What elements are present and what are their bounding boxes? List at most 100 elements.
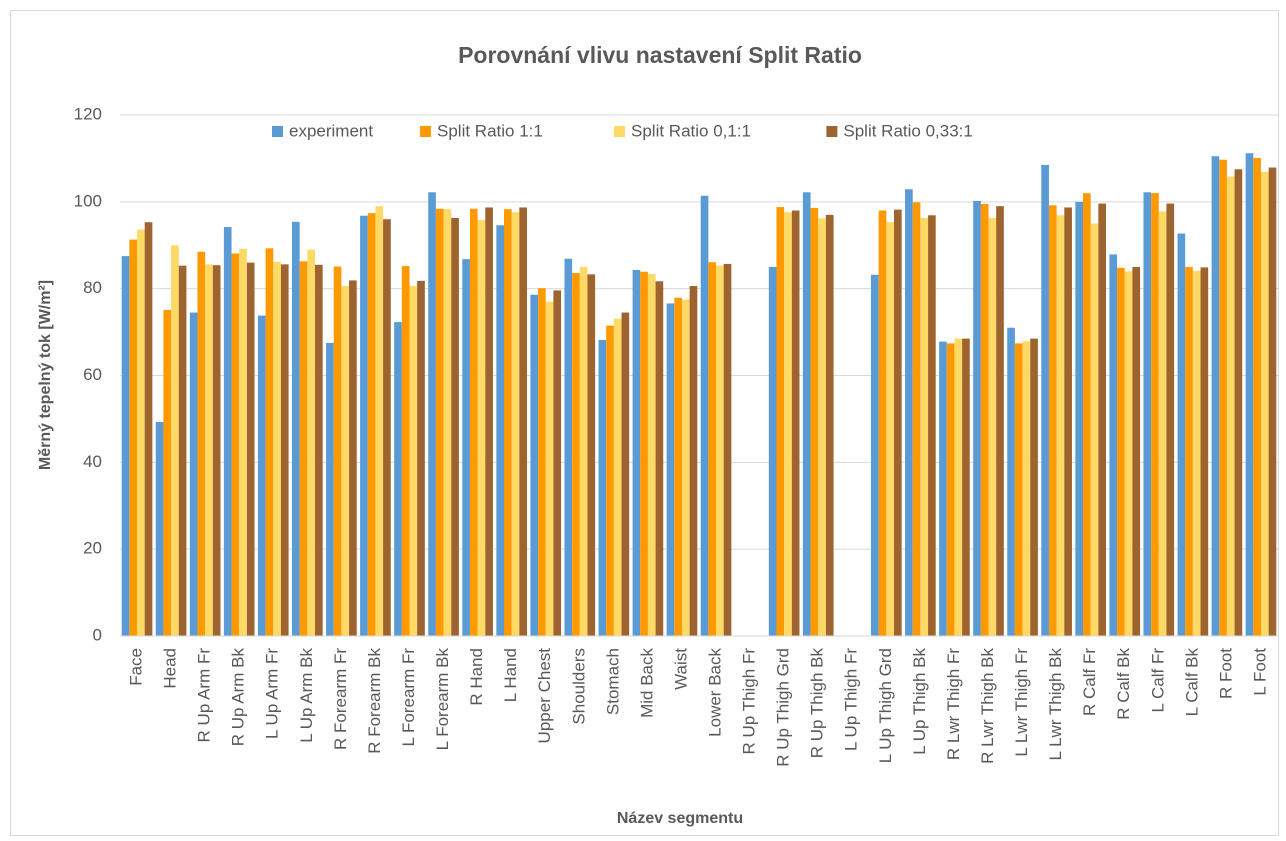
bar: [996, 206, 1004, 637]
bar: [538, 288, 546, 636]
bar: [291, 221, 300, 636]
bar: [144, 222, 153, 636]
bar: [939, 341, 947, 636]
bar: [1200, 267, 1209, 636]
bar: [723, 263, 732, 636]
x-tick-label: Upper Chest: [535, 648, 554, 744]
bar: [137, 229, 145, 636]
bar: [1192, 270, 1201, 636]
bar: [1030, 338, 1038, 636]
bar: [632, 269, 641, 636]
x-tick-label: R Lwr Thigh Bk: [978, 648, 997, 764]
x-tick-label: R Forearm Bk: [365, 648, 384, 754]
bar: [655, 281, 664, 636]
bar: [375, 206, 384, 637]
bar: [878, 210, 887, 636]
bar: [564, 258, 573, 636]
bar: [383, 219, 391, 636]
y-tick-label: 60: [83, 365, 102, 384]
bar: [435, 208, 444, 636]
bar: [647, 273, 656, 636]
bar: [197, 251, 206, 636]
x-tick-label: R Forearm Fr: [331, 648, 350, 750]
bar: [326, 342, 334, 636]
x-tick-label: Lower Back: [706, 648, 725, 737]
bar: [1185, 266, 1193, 636]
bar: [920, 217, 929, 636]
legend-label: experiment: [289, 121, 373, 140]
bar: [1117, 267, 1125, 636]
bar: [870, 274, 879, 636]
bar: [825, 214, 834, 636]
bar: [314, 264, 323, 636]
bar: [451, 217, 459, 636]
x-tick-label: L Forearm Bk: [433, 648, 452, 751]
x-tick-label: L Up Thigh Bk: [910, 648, 929, 755]
bar: [886, 222, 894, 636]
x-tick-label: R Up Arm Fr: [195, 648, 214, 743]
bar: [394, 322, 402, 636]
bar: [257, 315, 266, 636]
x-tick-label: L Calf Fr: [1148, 648, 1167, 713]
bar: [401, 266, 410, 636]
bar: [810, 207, 819, 636]
x-tick-label: L Forearm Fr: [399, 648, 418, 747]
bar: [980, 204, 989, 637]
x-tick-label: R Calf Fr: [1080, 648, 1099, 716]
legend-label: Split Ratio 0,1:1: [631, 121, 751, 140]
x-tick-label: L Up Thigh Fr: [842, 648, 861, 751]
bar: [912, 202, 921, 636]
bar: [205, 264, 213, 636]
bar: [1048, 205, 1057, 636]
legend-label: Split Ratio 0,33:1: [843, 121, 972, 140]
bar: [681, 299, 690, 636]
legend-swatch: [272, 126, 283, 137]
x-axis-title: Název segmentu: [617, 810, 743, 827]
y-tick-label: 80: [83, 278, 102, 297]
bar: [613, 318, 622, 636]
bar: [178, 265, 187, 636]
x-tick-label: R Up Arm Bk: [229, 648, 248, 747]
bar: [299, 261, 308, 636]
bar: [973, 200, 981, 636]
bar: [231, 253, 240, 637]
legend-label: Split Ratio 1:1: [437, 121, 543, 140]
bar: [928, 215, 936, 637]
bar: [1124, 271, 1133, 636]
bar: [246, 262, 255, 636]
x-tick-label: R Foot: [1216, 648, 1235, 699]
bar: [1234, 169, 1243, 637]
bar: [349, 280, 357, 636]
x-tick-label: L Calf Bk: [1182, 648, 1201, 717]
bar: [1007, 327, 1015, 636]
bar: [1064, 207, 1072, 637]
bar: [530, 294, 539, 636]
y-tick-label: 100: [74, 191, 102, 210]
bar: [163, 309, 172, 636]
y-tick-label: 120: [74, 104, 102, 123]
x-tick-label: L Lwr Thigh Fr: [1012, 648, 1031, 757]
bar: [189, 312, 198, 636]
bar: [239, 248, 247, 636]
bar: [1132, 266, 1141, 636]
bar: [802, 192, 811, 636]
bar: [1245, 153, 1254, 636]
bar: [367, 213, 376, 636]
bar: [1041, 164, 1049, 636]
bar: [666, 303, 675, 636]
bar: [212, 265, 221, 636]
bar: [553, 290, 562, 636]
bar: [462, 259, 470, 636]
bar: [784, 212, 792, 636]
legend-swatch: [826, 126, 838, 137]
bar: [1143, 192, 1152, 636]
bar: [1211, 156, 1220, 636]
bar: [946, 343, 955, 636]
bar: [598, 339, 607, 636]
bar: [496, 225, 505, 637]
bar: [776, 207, 785, 636]
y-tick-label: 20: [83, 539, 102, 558]
bar: [791, 210, 800, 636]
bar: [1014, 343, 1023, 636]
